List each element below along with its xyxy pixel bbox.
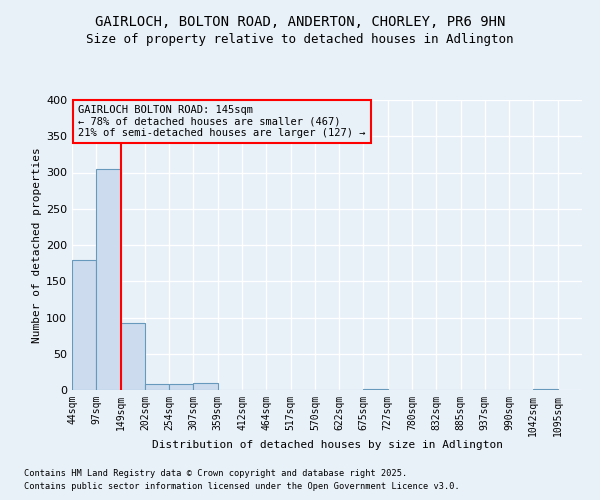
Text: Size of property relative to detached houses in Adlington: Size of property relative to detached ho…	[86, 32, 514, 46]
Text: Contains public sector information licensed under the Open Government Licence v3: Contains public sector information licen…	[24, 482, 460, 491]
Bar	[533, 388, 557, 390]
X-axis label: Distribution of detached houses by size in Adlington: Distribution of detached houses by size …	[151, 440, 503, 450]
Bar	[72, 260, 97, 390]
Text: GAIRLOCH BOLTON ROAD: 145sqm
← 78% of detached houses are smaller (467)
21% of s: GAIRLOCH BOLTON ROAD: 145sqm ← 78% of de…	[78, 105, 365, 138]
Bar	[169, 384, 193, 390]
Text: GAIRLOCH, BOLTON ROAD, ANDERTON, CHORLEY, PR6 9HN: GAIRLOCH, BOLTON ROAD, ANDERTON, CHORLEY…	[95, 15, 505, 29]
Bar	[364, 388, 388, 390]
Bar	[121, 322, 145, 390]
Y-axis label: Number of detached properties: Number of detached properties	[32, 147, 42, 343]
Bar	[97, 169, 121, 390]
Bar	[145, 384, 169, 390]
Text: Contains HM Land Registry data © Crown copyright and database right 2025.: Contains HM Land Registry data © Crown c…	[24, 468, 407, 477]
Bar	[193, 384, 218, 390]
